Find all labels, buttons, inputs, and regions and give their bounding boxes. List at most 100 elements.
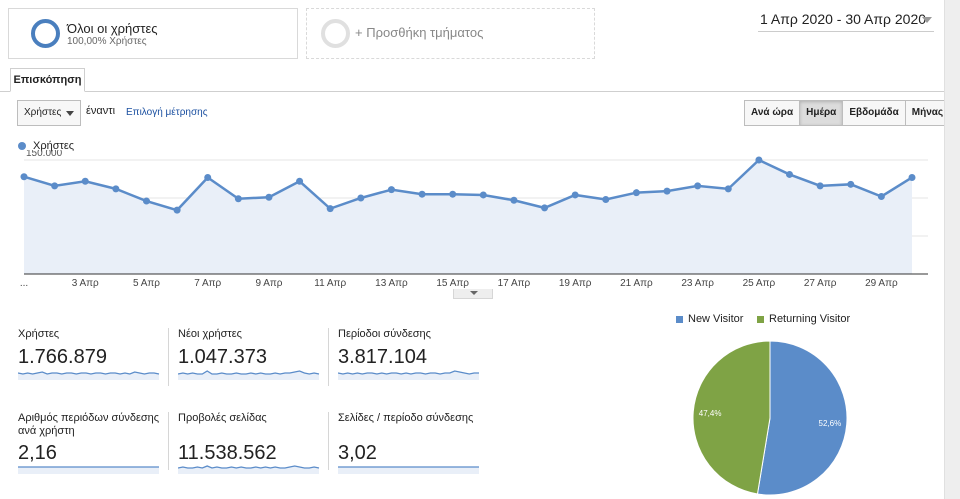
date-range-picker[interactable]: 1 Απρ 2020 - 30 Απρ 2020 xyxy=(758,10,934,32)
metric-name: Σελίδες / περίοδο σύνδεσης xyxy=(338,412,474,424)
metric-name: Χρήστες xyxy=(18,328,60,340)
metric-name: Περίοδοι σύνδεσης xyxy=(338,328,431,340)
sparkline-line xyxy=(338,370,479,375)
metric-value: 3.817.104 xyxy=(338,346,427,368)
metric-card[interactable]: Περίοδοι σύνδεσης 3.817.104 xyxy=(338,328,482,396)
sparkline-line xyxy=(178,465,320,469)
x-tick-label: 17 Απρ xyxy=(498,278,531,289)
metric-card[interactable]: Νέοι χρήστες 1.047.373 xyxy=(178,328,322,396)
data-point xyxy=(724,185,732,193)
sparkline-area xyxy=(178,371,319,380)
data-point xyxy=(786,170,794,178)
chevron-down-icon xyxy=(470,291,478,295)
add-segment-card[interactable]: + Προσθήκη τμήματος xyxy=(306,8,595,59)
add-segment-label: + Προσθήκη τμήματος xyxy=(355,25,484,40)
data-point xyxy=(51,182,59,190)
data-point xyxy=(234,195,242,203)
data-point xyxy=(418,190,426,198)
versus-label: έναντι xyxy=(86,105,116,117)
segment-title: Όλοι οι χρήστες xyxy=(67,21,158,36)
collapse-chart-handle[interactable] xyxy=(453,289,493,299)
metric-sparkline xyxy=(178,465,320,474)
sparkline-line xyxy=(178,370,320,375)
x-tick-label: 15 Απρ xyxy=(436,278,469,289)
metric-sparkline xyxy=(178,370,320,380)
pie-slice xyxy=(756,340,848,496)
data-point xyxy=(387,186,395,194)
granularity-toggle: Ανά ώρα Ημέρα Εβδομάδα Μήνας xyxy=(744,100,951,126)
segment-subtitle: 100,00% Χρήστες xyxy=(67,36,147,47)
pie-slice-label: 47,4% xyxy=(699,409,722,418)
granularity-hourly-button[interactable]: Ανά ώρα xyxy=(745,101,801,125)
metric-divider xyxy=(168,412,169,470)
x-tick-label: 23 Απρ xyxy=(681,278,714,289)
metric-sparkline xyxy=(338,370,479,380)
chevron-down-icon xyxy=(66,111,74,116)
data-point xyxy=(20,173,28,181)
x-tick-label: 27 Απρ xyxy=(804,278,837,289)
metric-value: 1.766.879 xyxy=(18,346,107,368)
data-point xyxy=(357,194,365,202)
data-point xyxy=(265,193,273,201)
metric-name: Προβολές σελίδας xyxy=(178,412,267,424)
metric-sparkline xyxy=(18,371,160,380)
sparkline-area xyxy=(338,371,479,380)
metric-value: 3,02 xyxy=(338,442,377,464)
data-point xyxy=(908,173,916,181)
series-legend-label: Χρήστες xyxy=(33,140,75,152)
granularity-week-button[interactable]: Εβδομάδα xyxy=(843,101,906,125)
series-area xyxy=(24,160,912,274)
pie-slice xyxy=(692,340,771,495)
legend-swatch xyxy=(676,315,683,323)
metric-value: 1.047.373 xyxy=(178,346,267,368)
visitor-type-pie-chart: 52,6% 47,4% xyxy=(692,340,848,496)
series-line xyxy=(23,158,913,212)
metric-divider xyxy=(328,412,329,470)
pie-legend-label: Returning Visitor xyxy=(769,313,851,325)
x-tick-label: 19 Απρ xyxy=(559,278,592,289)
metric-card[interactable]: Σελίδες / περίοδο σύνδεσης 3,02 xyxy=(338,412,482,480)
x-tick-label: ... xyxy=(20,278,28,289)
metric-sparkline xyxy=(338,466,479,474)
segment-ring-icon xyxy=(31,19,60,48)
y-tick-label: 150.000 xyxy=(26,150,63,159)
data-point xyxy=(816,182,824,190)
choose-metric-link[interactable]: Επιλογή μέτρησης xyxy=(126,107,208,118)
metric-divider xyxy=(168,328,169,386)
metric-card[interactable]: Προβολές σελίδας 11.538.562 xyxy=(178,412,322,480)
tab-overview[interactable]: Επισκόπηση xyxy=(10,68,85,92)
scrollbar-gutter[interactable] xyxy=(944,0,960,499)
metric-name: Αριθμός περιόδων σύνδεσης ανά χρήστη xyxy=(18,412,160,437)
data-point xyxy=(541,204,549,212)
data-point xyxy=(571,191,579,199)
metric-select[interactable]: Χρήστες xyxy=(17,100,81,126)
pie-legend-returning-visitor[interactable]: Returning Visitor xyxy=(757,313,850,325)
data-point xyxy=(663,187,671,195)
x-tick-label: 7 Απρ xyxy=(194,278,221,289)
segment-all-users-card[interactable]: Όλοι οι χρήστες 100,00% Χρήστες xyxy=(8,8,298,59)
data-point xyxy=(326,205,334,213)
metric-name: Νέοι χρήστες xyxy=(178,328,242,340)
date-range-text: 1 Απρ 2020 - 30 Απρ 2020 xyxy=(760,11,927,27)
x-tick-label: 11 Απρ xyxy=(314,278,346,289)
pie-legend-new-visitor[interactable]: New Visitor xyxy=(676,313,743,325)
metric-select-value: Χρήστες xyxy=(24,107,62,118)
metric-value: 2,16 xyxy=(18,442,57,464)
sparkline-area xyxy=(338,467,479,474)
data-point xyxy=(510,196,518,204)
x-tick-label: 29 Απρ xyxy=(865,278,898,289)
segment-empty-ring-icon xyxy=(321,19,350,48)
granularity-month-button[interactable]: Μήνας xyxy=(911,107,944,118)
metric-card[interactable]: Χρήστες 1.766.879 xyxy=(18,328,162,396)
x-tick-label: 3 Απρ xyxy=(72,278,99,289)
legend-swatch xyxy=(757,315,764,323)
granularity-day-button[interactable]: Ημέρα xyxy=(800,101,844,125)
sparkline-line xyxy=(18,371,160,375)
metric-card[interactable]: Αριθμός περιόδων σύνδεσης ανά χρήστη 2,16 xyxy=(18,412,162,480)
metric-divider xyxy=(328,328,329,386)
x-tick-label: 25 Απρ xyxy=(743,278,776,289)
metric-sparkline xyxy=(18,466,159,474)
tab-divider xyxy=(0,91,944,92)
x-tick-label: 21 Απρ xyxy=(620,278,653,289)
